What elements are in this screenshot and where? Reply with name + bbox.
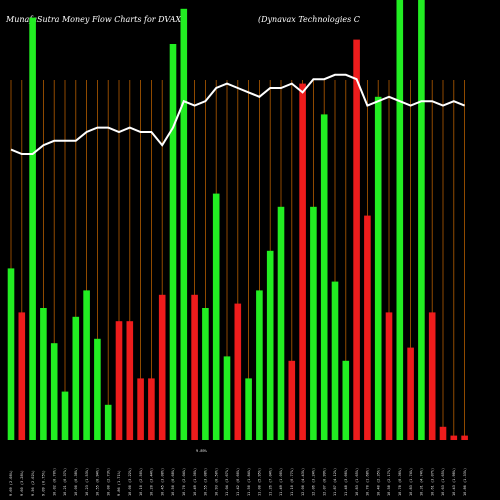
bar <box>256 290 263 440</box>
bar <box>320 114 328 441</box>
bar <box>169 44 177 440</box>
x-tick-label: 9.56 (2.02%) <box>31 470 35 496</box>
chart-title-left: MunafaSutra Money Flow Charts for DVAX <box>5 15 181 24</box>
bar <box>245 378 252 440</box>
bar <box>83 290 90 440</box>
bar <box>29 17 36 440</box>
bar <box>115 321 123 440</box>
bar <box>266 250 274 440</box>
bar-series <box>7 0 468 441</box>
bar <box>223 356 231 440</box>
x-tick-label: 10.61 (3.07%) <box>430 468 434 496</box>
bar <box>299 83 306 440</box>
bar <box>7 268 15 440</box>
bar <box>202 308 209 440</box>
x-tick-label: 12.06 (3.24%) <box>312 468 316 496</box>
x-tick-label: 10.83 (1.74%) <box>409 468 413 496</box>
x-tick-label: 10.43 (1.98%) <box>452 468 456 496</box>
bar <box>310 206 317 440</box>
x-tick-label: 12.07 (0.99%) <box>322 468 326 496</box>
bar <box>148 378 155 440</box>
bar <box>396 0 404 440</box>
money-flow-line <box>10 73 465 155</box>
bar <box>158 294 166 440</box>
x-tick-label: 10.02 (0.70%) <box>52 468 56 496</box>
bar <box>61 391 69 440</box>
x-tick-label: 11.00 (5.95%) <box>258 468 262 496</box>
x-tick-label: 11.10 (0.77%) <box>290 468 294 496</box>
bar <box>277 206 285 440</box>
x-tick-label: 10.10 (2.50%) <box>139 468 143 496</box>
x-tick-label: 10.58 (2.17%) <box>387 468 391 496</box>
x-tick-label: 11.04 (3.67%) <box>225 468 229 496</box>
bar <box>104 404 112 440</box>
bar <box>342 360 350 440</box>
bar <box>234 303 242 440</box>
x-tick-label: 10.70 (1.68%) <box>366 468 370 496</box>
bar <box>40 308 47 440</box>
x-tick-label: 11.48 (3.66%) <box>344 468 348 496</box>
extra-value-label: 9.89% <box>196 449 208 453</box>
bar <box>126 321 134 440</box>
x-tick-label: 11.26 (7.04%) <box>268 468 272 496</box>
bar <box>331 281 339 440</box>
x-tick-label: 9.09 (0.75%) <box>42 470 46 496</box>
bar <box>374 96 382 441</box>
x-tick-label: 10.31 (4.74%) <box>420 468 424 496</box>
x-tick-label: 10.63 (1.65%) <box>441 468 445 496</box>
bar <box>137 378 144 440</box>
x-tick-label: 10.49 (1.30%) <box>193 468 197 496</box>
x-tick-label: 10.40 (2.35%) <box>376 468 380 496</box>
bar <box>407 347 414 440</box>
x-tick-label: 10.20 (3.44%) <box>150 468 154 496</box>
x-tick-label: 10.93 (0.50%) <box>214 468 218 496</box>
x-tick-label: 10.83 (1.65%) <box>355 468 359 496</box>
bar <box>439 426 447 440</box>
x-tick-label: 10.78 (0.36%) <box>398 468 402 496</box>
bar <box>50 343 58 440</box>
x-tick-label: 10.55 (3.08%) <box>204 468 208 496</box>
bar <box>212 193 220 440</box>
x-tick-label: 10.50 (0.68%) <box>171 468 175 496</box>
bar <box>191 294 198 440</box>
bar <box>72 316 80 440</box>
x-tick-label: 9.86 (1.71%) <box>117 470 121 496</box>
chart-title-right: (Dynavax Technologies C <box>258 15 360 24</box>
bar <box>94 338 101 440</box>
bar <box>385 312 393 440</box>
bar <box>461 435 468 440</box>
x-tick-label: 10.00 (3.22%) <box>128 468 132 496</box>
x-tick-label: 11.49 (1.00%) <box>279 468 283 496</box>
x-tick-label: 11.87 (4.12%) <box>333 468 337 496</box>
x-tick-label: 11.42 (0.60%) <box>236 468 240 496</box>
bar <box>18 312 26 440</box>
x-tick-labels: 9.69 (2.08%) 9.60 (3.28%) 9.56 (2.02%) 9.09… <box>9 468 467 496</box>
x-tick-label: 10.55 (0.94%) <box>96 468 100 496</box>
x-tick-label: 10.45 (3.08%) <box>160 468 164 496</box>
bar <box>180 8 188 441</box>
x-tick-label: 10.00 (2.73%) <box>106 468 110 496</box>
bar <box>353 39 360 440</box>
x-tick-label: 12.00 (4.43%) <box>301 468 305 496</box>
x-tick-label: 9.69 (2.08%) <box>9 470 13 496</box>
x-tick-label: 10.86 (1.33%) <box>463 468 467 496</box>
x-tick-label: 9.60 (3.28%) <box>20 470 24 496</box>
bar <box>418 0 425 440</box>
x-tick-label: 10.70 (2.04%) <box>182 468 186 496</box>
bar <box>450 435 458 440</box>
bar <box>428 312 436 440</box>
x-tick-label: 10.23 (1.53%) <box>85 468 89 496</box>
bar <box>288 360 296 440</box>
x-tick-label: 11.50 (1.84%) <box>247 468 251 496</box>
x-tick-label: 10.21 (0.37%) <box>63 468 67 496</box>
x-tick-label: 10.00 (0.38%) <box>74 468 78 496</box>
bar <box>364 215 371 440</box>
